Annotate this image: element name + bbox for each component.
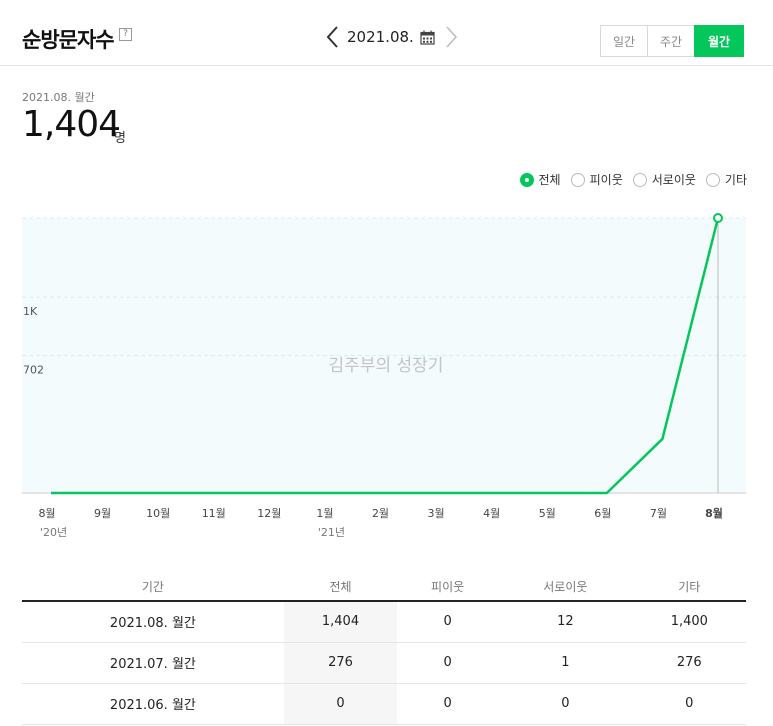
tab-daily[interactable]: 일간 [600, 25, 648, 57]
page-title: 순방문자수 [22, 28, 115, 52]
x-tick-label: 12월 [257, 507, 281, 520]
filter-neighbor[interactable]: 피이웃 [570, 171, 623, 188]
x-tick-label: 8월 [38, 507, 55, 520]
x-tick-label: 3월 [428, 507, 445, 520]
x-tick-label: 1월 [316, 507, 333, 520]
series-line [51, 217, 720, 495]
period-tabs: 일간 주간 월간 [600, 25, 744, 57]
tab-weekly[interactable]: 주간 [647, 25, 695, 57]
table-header-row: 기간 전체 피이웃 서로이웃 기타 [22, 572, 746, 602]
table-cell: 12 [498, 601, 633, 643]
year-label: '20년 [40, 526, 67, 539]
table-cell: 0 [397, 642, 499, 684]
x-tick-label: 4월 [483, 507, 500, 520]
filter-mutual-neighbor[interactable]: 서로이웃 [632, 171, 696, 188]
table-row: 2021.08. 월간 1,404 0 12 1,400 [22, 601, 746, 643]
column-header: 기타 [632, 572, 746, 602]
watermark: 김주부의 성장기 [329, 356, 444, 376]
summary-unit: 명 [114, 131, 126, 146]
x-tick-label: 2월 [372, 507, 389, 520]
summary-value: 1,404 [22, 104, 121, 145]
filter-other[interactable]: 기타 [705, 171, 747, 188]
filter-all[interactable]: 전체 [519, 171, 561, 188]
column-header: 전체 [283, 572, 398, 602]
x-tick-label: 5월 [539, 507, 556, 520]
radio-checked-icon[interactable] [519, 172, 534, 187]
radio-icon[interactable] [570, 172, 585, 187]
visitor-line-chart: 1K 702 김주부의 성장기 8월 9월 10월 11월 12월 1월 2월 3월 4월 5월 6월 7월… [22, 213, 746, 539]
summary-period: 2021.08. 월간 [22, 91, 95, 104]
date-navigator: 2021.08. [325, 24, 459, 50]
filter-label: 피이웃 [589, 173, 623, 187]
x-tick-label: 8월 [705, 506, 723, 520]
x-tick-label: 9월 [94, 507, 111, 520]
y-tick-label: 1K [23, 305, 38, 318]
year-label: '21년 [318, 526, 345, 539]
column-header: 기간 [22, 572, 284, 602]
header: 순방문자수 ? 2021.08. 일간 주간 월간 [0, 0, 773, 66]
table-cell: 0 [283, 683, 398, 725]
x-tick-label: 7월 [650, 507, 667, 520]
table-cell: 2021.06. 월간 [22, 683, 284, 725]
table-cell: 1 [498, 642, 633, 684]
calendar-icon[interactable] [420, 30, 435, 45]
table-cell: 1,404 [283, 601, 398, 643]
table-row: 2021.07. 월간 276 0 1 276 [22, 642, 746, 684]
table-cell: 0 [632, 683, 746, 725]
x-tick-label: 11월 [202, 507, 226, 520]
table-cell: 276 [283, 642, 398, 684]
tab-monthly[interactable]: 월간 [694, 25, 744, 57]
filter-label: 서로이웃 [651, 173, 696, 187]
visitor-filter: 전체 피이웃 서로이웃 기타 [510, 171, 747, 188]
table-cell: 0 [498, 683, 633, 725]
y-tick-label: 702 [23, 364, 44, 377]
stats-table: 기간 전체 피이웃 서로이웃 기타 2021.08. 월간 1,404 0 12… [22, 572, 746, 725]
table-cell: 276 [632, 642, 746, 684]
chevron-right-icon[interactable] [445, 25, 459, 49]
filter-label: 전체 [538, 173, 561, 187]
radio-icon[interactable] [705, 172, 720, 187]
table-cell: 0 [397, 683, 499, 725]
table-cell: 0 [397, 601, 499, 643]
table-cell: 2021.08. 월간 [22, 601, 284, 643]
table-row: 2021.06. 월간 0 0 0 0 [22, 683, 746, 725]
help-icon[interactable]: ? [119, 28, 132, 41]
current-date: 2021.08. [347, 28, 414, 46]
table-cell: 1,400 [632, 601, 746, 643]
column-header: 피이웃 [397, 572, 499, 602]
table-cell: 2021.07. 월간 [22, 642, 284, 684]
radio-icon[interactable] [632, 172, 647, 187]
data-point [713, 213, 723, 223]
x-tick-label: 10월 [146, 507, 170, 520]
chevron-left-icon[interactable] [325, 25, 339, 49]
x-tick-label: 6월 [594, 507, 611, 520]
column-header: 서로이웃 [498, 572, 633, 602]
filter-label: 기타 [724, 173, 747, 187]
